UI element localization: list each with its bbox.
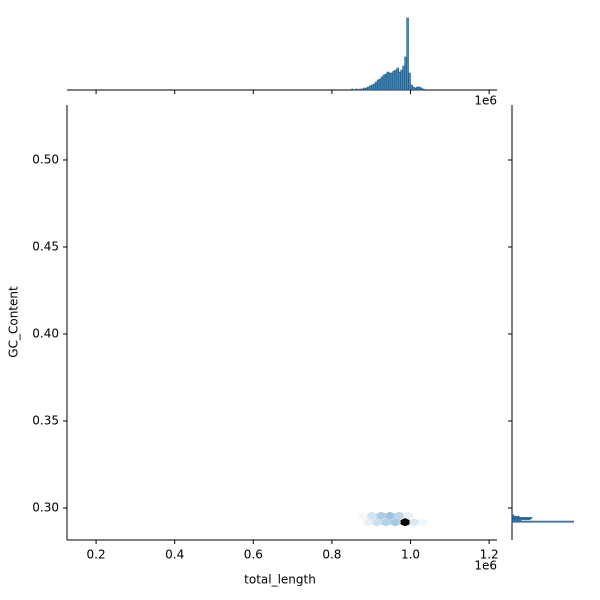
- hexbin: [381, 518, 391, 527]
- top-hist-bar: [404, 56, 407, 91]
- x-tick-label: 0.4: [165, 548, 184, 562]
- top-hist-bar: [416, 86, 419, 91]
- top-hist-bar: [422, 88, 425, 91]
- top-hist-bar: [406, 17, 409, 91]
- right-hist-bar: [511, 514, 515, 517]
- y-tick-label: 0.35: [32, 413, 59, 427]
- top-hist-bar: [374, 81, 378, 91]
- top-hist-bar: [390, 72, 394, 91]
- top-hist-bar: [408, 72, 411, 91]
- hexbin: [358, 511, 368, 520]
- y-tick-label: 0.30: [32, 500, 59, 514]
- top-hist-bar: [420, 87, 423, 91]
- hexbin: [376, 511, 386, 520]
- x-tick-label: 0.8: [322, 548, 341, 562]
- right-hist-bar: [511, 515, 520, 518]
- top-hist-bar: [376, 79, 380, 91]
- x-tick-label: 1.2: [480, 548, 499, 562]
- top-hist-bar: [394, 69, 398, 91]
- hexbin: [394, 511, 404, 520]
- top-hist-bar: [384, 73, 388, 91]
- top-hist-bar: [367, 86, 370, 91]
- x-tick-label: 1.0: [401, 548, 420, 562]
- top-hist-bar: [382, 74, 386, 91]
- x-offset-label: 1e6: [474, 559, 497, 573]
- top-hist-bar: [392, 70, 396, 91]
- y-tick-label: 0.50: [32, 152, 59, 166]
- top-hist-bar: [369, 85, 372, 91]
- top-hist-bar: [402, 65, 405, 91]
- top-hist-bar: [359, 88, 362, 91]
- hexbin: [363, 518, 373, 527]
- top-hist-bar: [355, 88, 358, 91]
- top-hist-bar: [365, 87, 368, 91]
- top-hist-bar: [370, 84, 374, 91]
- top-hist-bar: [372, 83, 376, 91]
- hexbin: [418, 518, 428, 527]
- x-tick-label: 0.2: [87, 548, 106, 562]
- y-tick-label: 0.45: [32, 239, 59, 253]
- top-hist-bar: [386, 71, 390, 91]
- top-hist-bar: [388, 72, 392, 91]
- top-hist-bar: [363, 87, 366, 91]
- hexbin: [400, 518, 410, 527]
- right-hist-bar: [511, 517, 533, 519]
- top-offset-label: 1e6: [474, 94, 497, 108]
- hexbin: [372, 518, 382, 527]
- top-hist-bar: [410, 84, 413, 91]
- x-tick-label: 0.6: [244, 548, 263, 562]
- y-tick-label: 0.40: [32, 326, 59, 340]
- top-hist-bar: [414, 87, 417, 91]
- x-axis-label: total_length: [244, 573, 316, 587]
- top-hist-bar: [380, 76, 384, 91]
- top-hist-bar: [400, 69, 403, 91]
- top-hist-bar: [398, 71, 401, 91]
- top-hist-bar: [361, 88, 364, 91]
- y-axis-label: GC_Content: [7, 286, 21, 358]
- right-hist-bar: [511, 520, 574, 523]
- hexbin: [409, 518, 419, 527]
- hexbin: [385, 511, 395, 520]
- top-hist-bar: [418, 86, 421, 91]
- top-hist-bar: [378, 78, 382, 91]
- top-hist-bar: [396, 67, 399, 91]
- hexbin: [367, 511, 377, 520]
- top-hist-bar: [412, 86, 415, 91]
- hexbin: [403, 511, 413, 520]
- hexbin: [390, 518, 400, 527]
- top-hist-bar: [351, 88, 354, 91]
